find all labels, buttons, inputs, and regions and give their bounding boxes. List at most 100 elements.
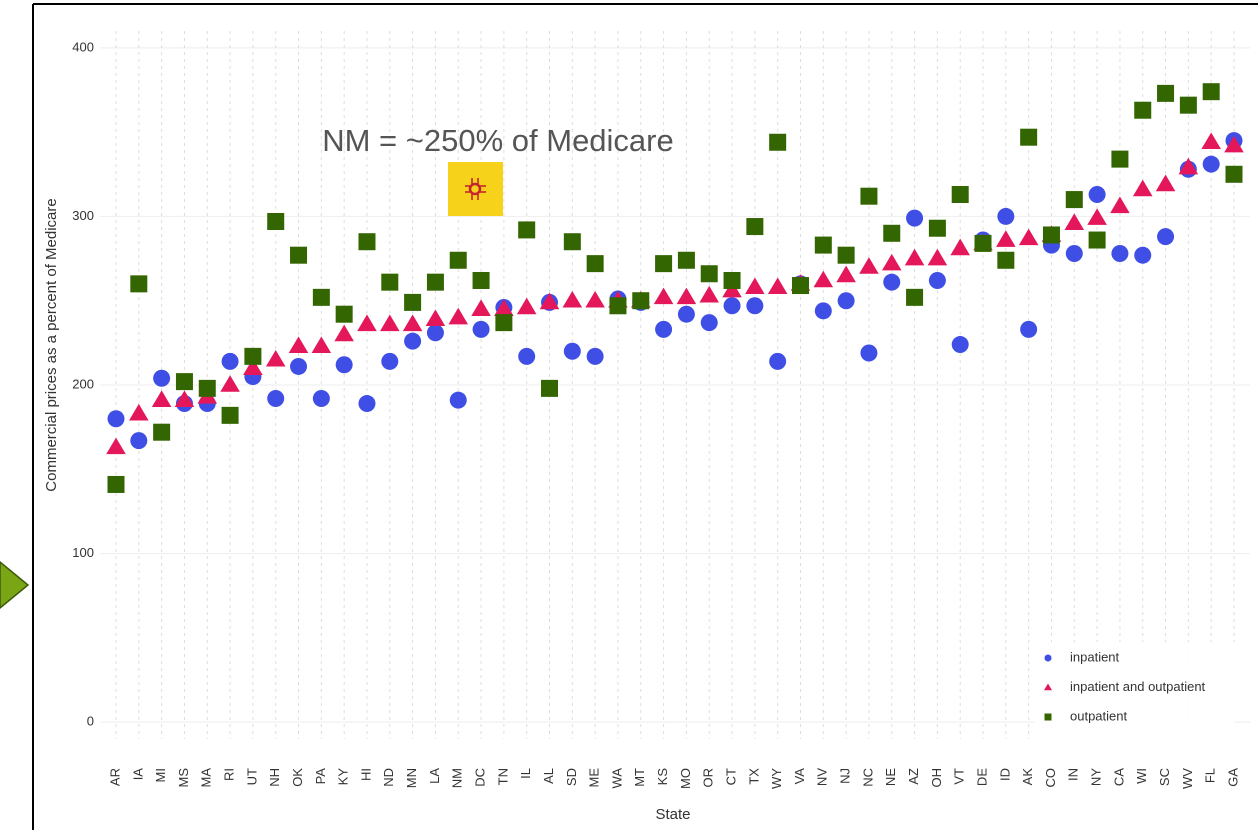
- point: [335, 356, 353, 374]
- point: [906, 209, 924, 227]
- x-tick-label: MA: [199, 768, 214, 788]
- point: [1202, 83, 1220, 101]
- x-tick-label: PA: [313, 768, 328, 785]
- x-tick-label: IA: [130, 768, 145, 781]
- point: [927, 248, 948, 266]
- x-tick-label: NV: [815, 768, 830, 786]
- point: [745, 277, 765, 295]
- point: [562, 290, 583, 308]
- plot-area: 0 100 200 300 400 AR IA MI MS MA RI UT NH OK PA KY HI ND M…: [72, 31, 1250, 789]
- point: [859, 257, 879, 274]
- point: [107, 410, 125, 428]
- point: [426, 273, 444, 291]
- point: [814, 302, 832, 320]
- point: [288, 336, 309, 354]
- point: [791, 277, 809, 295]
- point: [860, 344, 878, 362]
- point: [928, 219, 946, 237]
- point: [1224, 135, 1244, 153]
- x-tick-label: UT: [244, 768, 259, 785]
- point: [836, 265, 856, 283]
- x-tick-label: NY: [1089, 768, 1104, 786]
- point: [448, 307, 469, 325]
- y-tick-label: 400: [72, 39, 94, 54]
- x-tick-label: MO: [678, 768, 693, 789]
- point: [1134, 101, 1152, 119]
- x-tick-label: SD: [564, 768, 579, 786]
- x-tick-label: WI: [1134, 768, 1149, 784]
- point: [881, 253, 902, 271]
- point: [1042, 226, 1060, 244]
- point: [1157, 84, 1175, 102]
- point: [746, 297, 764, 315]
- point: [267, 212, 285, 230]
- point: [997, 207, 1015, 225]
- point: [563, 342, 581, 360]
- point: [723, 271, 741, 289]
- point: [518, 347, 536, 365]
- legend-box: [1035, 642, 1235, 740]
- y-axis-title: Commercial prices as a percent of Medica…: [43, 198, 60, 491]
- point: [130, 275, 148, 293]
- point: [1020, 128, 1038, 146]
- point: [950, 238, 970, 256]
- point: [495, 314, 513, 332]
- point: [1201, 132, 1221, 150]
- x-tick-label: NE: [883, 768, 898, 786]
- point: [1225, 165, 1243, 183]
- point: [997, 251, 1015, 269]
- point: [106, 437, 126, 455]
- point: [174, 390, 195, 407]
- point: [1088, 186, 1106, 204]
- legend-marker: [1044, 654, 1052, 662]
- point: [494, 299, 514, 316]
- x-tick-label: OR: [701, 768, 716, 788]
- point: [1065, 245, 1083, 263]
- legend-marker: [1043, 683, 1053, 691]
- point: [1065, 191, 1083, 209]
- point: [951, 336, 969, 354]
- x-tick-label: IL: [518, 768, 533, 779]
- x-tick-label: GA: [1225, 768, 1240, 787]
- point: [244, 347, 262, 365]
- point: [402, 314, 423, 332]
- x-tick-label: CO: [1043, 768, 1058, 788]
- point: [243, 358, 263, 375]
- x-tick-label: TX: [746, 768, 761, 785]
- point: [974, 234, 992, 252]
- point: [883, 273, 901, 291]
- point: [357, 314, 377, 332]
- point: [655, 320, 673, 338]
- point: [1178, 157, 1199, 175]
- nm-flag: [448, 162, 503, 216]
- point: [198, 379, 216, 397]
- point: [1111, 245, 1129, 263]
- point: [860, 187, 878, 205]
- x-tick-label: AZ: [906, 768, 921, 785]
- x-tick-label: OH: [929, 768, 944, 788]
- point: [290, 246, 308, 264]
- point: [518, 221, 536, 239]
- legend-label: inpatient and outpatient: [1070, 679, 1206, 694]
- x-tick-label: MI: [153, 768, 168, 782]
- point: [539, 292, 560, 310]
- point: [472, 271, 490, 289]
- point: [746, 218, 764, 236]
- x-tick-label: IN: [1066, 768, 1081, 781]
- point: [586, 255, 604, 273]
- point: [449, 391, 467, 409]
- point: [609, 297, 627, 315]
- point: [221, 406, 239, 424]
- point: [358, 233, 376, 251]
- x-tick-label: VA: [792, 768, 807, 785]
- x-tick-label: TN: [495, 768, 510, 785]
- point: [471, 299, 491, 316]
- point: [404, 293, 422, 311]
- point: [220, 375, 240, 392]
- point: [814, 236, 832, 254]
- point: [722, 280, 742, 298]
- point: [153, 423, 171, 441]
- point: [380, 314, 400, 332]
- point: [151, 390, 172, 407]
